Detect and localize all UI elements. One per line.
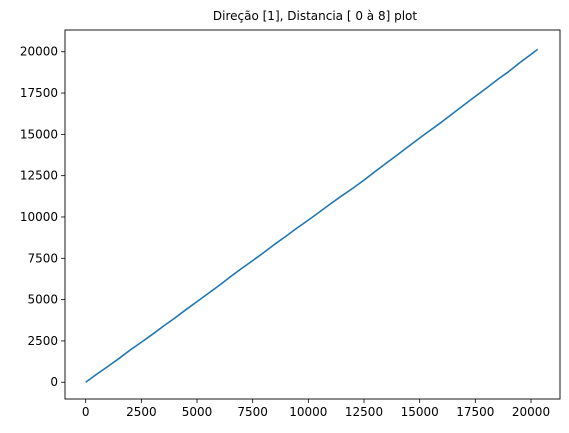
x-tick-label: 5000: [182, 405, 213, 419]
x-axis: 0 2500 5000 7500 10000 12500 15000 17500 20000: [82, 399, 550, 419]
x-tick-label: 17500: [456, 405, 494, 419]
x-tick-label: 2500: [126, 405, 157, 419]
y-tick-label: 0: [50, 375, 58, 389]
x-tick-label: 10000: [289, 405, 327, 419]
y-tick-label: 5000: [27, 293, 58, 307]
y-tick-label: 7500: [27, 251, 58, 265]
x-tick-label: 7500: [237, 405, 268, 419]
chart-title: Direção [1], Distancia [ 0 à 8] plot: [213, 9, 417, 23]
x-tick-label: 0: [82, 405, 90, 419]
y-axis: 0 2500 5000 7500 10000 12500 15000 17500 20000: [20, 45, 65, 389]
series-line: [85, 48, 539, 383]
x-tick-label: 12500: [345, 405, 383, 419]
y-tick-label: 17500: [20, 86, 58, 100]
y-tick-label: 10000: [20, 210, 58, 224]
y-tick-label: 20000: [20, 45, 58, 59]
y-tick-label: 2500: [27, 334, 58, 348]
x-tick-label: 15000: [401, 405, 439, 419]
y-tick-label: 12500: [20, 169, 58, 183]
series-layer: [85, 48, 539, 383]
y-tick-label: 15000: [20, 127, 58, 141]
x-tick-label: 20000: [512, 405, 550, 419]
plot-area-frame: [64, 29, 561, 400]
